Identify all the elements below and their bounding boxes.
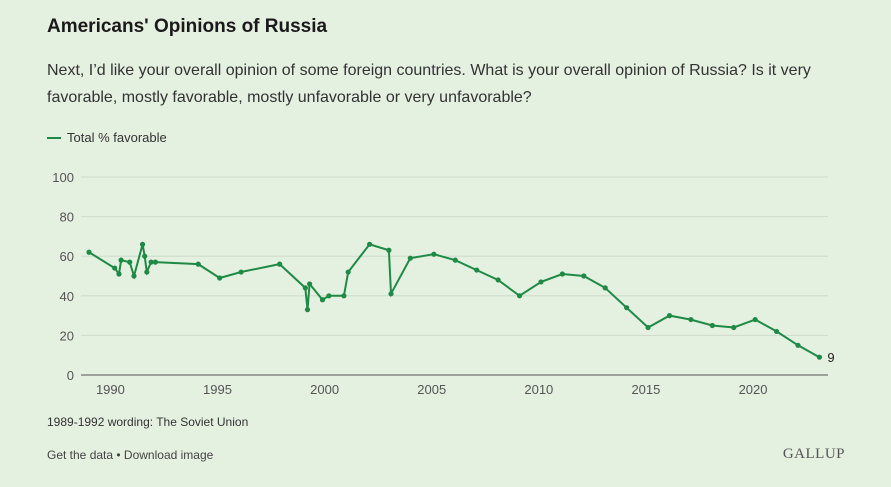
- download-image-link[interactable]: Download image: [123, 448, 214, 462]
- data-point[interactable]: [127, 259, 133, 265]
- x-tick-label: 2005: [417, 382, 446, 397]
- chart-subtitle: Next, I’d like your overall opinion of s…: [47, 62, 811, 106]
- get-data-link[interactable]: Get the data: [47, 448, 114, 462]
- data-point[interactable]: [304, 307, 311, 313]
- data-point[interactable]: [407, 255, 413, 261]
- x-tick-label: 2000: [310, 382, 339, 397]
- data-point[interactable]: [195, 261, 201, 267]
- end-value-label: 9: [827, 350, 834, 365]
- data-point[interactable]: [148, 259, 154, 265]
- data-point[interactable]: [144, 269, 150, 275]
- legend: Total % favorable: [47, 130, 167, 145]
- y-tick-label: 100: [52, 170, 74, 185]
- data-point[interactable]: [307, 281, 313, 287]
- footer-links: Get the data • Download image: [47, 448, 213, 462]
- footer-separator: •: [113, 448, 124, 462]
- y-tick-label: 40: [60, 289, 74, 304]
- data-point[interactable]: [152, 259, 159, 265]
- data-point[interactable]: [386, 247, 392, 253]
- data-point[interactable]: [86, 249, 92, 255]
- data-point[interactable]: [645, 324, 651, 331]
- data-point[interactable]: [731, 324, 737, 331]
- data-point[interactable]: [319, 297, 326, 303]
- data-point[interactable]: [142, 253, 148, 259]
- x-tick-label: 2020: [739, 382, 768, 397]
- data-point[interactable]: [581, 273, 587, 279]
- data-point[interactable]: [666, 313, 673, 319]
- grid: [81, 176, 828, 376]
- y-axis: 0 20 40 60 80 100: [52, 170, 74, 383]
- data-point[interactable]: [118, 257, 124, 263]
- data-point[interactable]: [139, 241, 146, 247]
- data-point[interactable]: [431, 251, 437, 257]
- data-point[interactable]: [388, 291, 394, 297]
- data-point[interactable]: [795, 342, 801, 348]
- data-point[interactable]: [112, 265, 118, 271]
- data-point[interactable]: [538, 279, 544, 285]
- data-point[interactable]: [217, 275, 223, 281]
- data-point[interactable]: [277, 261, 283, 267]
- data-point[interactable]: [602, 285, 608, 291]
- data-point[interactable]: [752, 316, 758, 323]
- x-tick-label: 1990: [96, 382, 125, 397]
- y-tick-label: 20: [60, 328, 74, 343]
- chart-title: Americans' Opinions of Russia: [47, 16, 328, 37]
- data-point[interactable]: [516, 293, 523, 299]
- data-point[interactable]: [345, 269, 351, 275]
- data-point[interactable]: [367, 241, 373, 247]
- data-point[interactable]: [302, 285, 308, 291]
- data-point[interactable]: [816, 354, 823, 360]
- data-point[interactable]: [709, 322, 715, 329]
- y-tick-label: 80: [60, 210, 74, 225]
- y-tick-label: 0: [67, 368, 74, 383]
- data-point[interactable]: [495, 277, 501, 283]
- data-point[interactable]: [624, 305, 630, 311]
- data-point[interactable]: [341, 293, 347, 299]
- legend-label: Total % favorable: [67, 130, 167, 145]
- data-point[interactable]: [116, 271, 122, 277]
- legend-swatch: [47, 136, 61, 139]
- data-point[interactable]: [688, 316, 694, 323]
- footnote: 1989-1992 wording: The Soviet Union: [47, 415, 249, 429]
- x-tick-label: 2015: [631, 382, 660, 397]
- data-point[interactable]: [773, 328, 780, 335]
- data-points: [86, 241, 823, 360]
- data-point[interactable]: [326, 293, 332, 299]
- x-tick-label: 1995: [203, 382, 232, 397]
- x-tick-label: 2010: [524, 382, 553, 397]
- data-point[interactable]: [131, 273, 137, 279]
- x-axis: 1990 1995 2000 2005 2010 2015 2020: [96, 382, 768, 397]
- gallup-logo: GALLUP: [782, 446, 845, 462]
- data-point[interactable]: [474, 267, 480, 273]
- data-point[interactable]: [238, 269, 244, 275]
- y-tick-label: 60: [60, 249, 74, 264]
- data-point[interactable]: [559, 271, 565, 277]
- data-point[interactable]: [452, 257, 458, 263]
